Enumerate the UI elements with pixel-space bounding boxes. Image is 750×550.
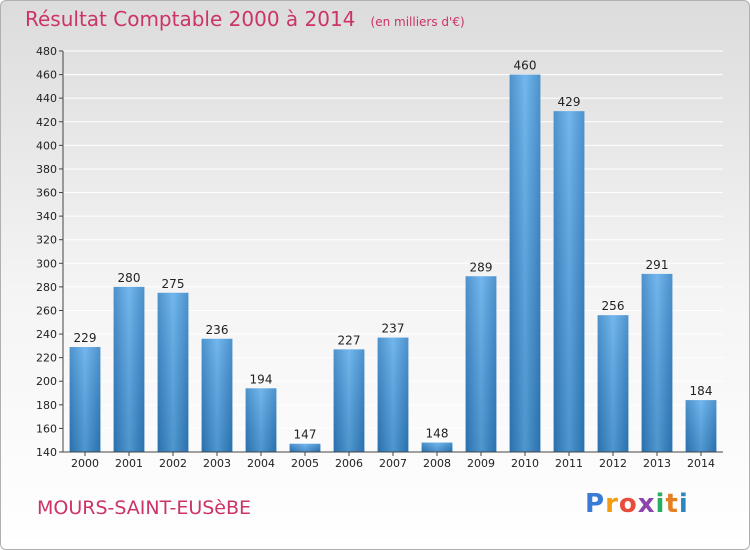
x-tick-label: 2013 [643,457,671,470]
logo-letter: i [655,489,666,519]
bar-value-label: 229 [74,331,97,345]
bar-value-label: 429 [558,95,581,109]
chart-title-text: Résultat Comptable 2000 à 2014 [25,7,356,31]
logo-letter: o [618,489,638,519]
logo-letter: r [605,489,619,519]
chart-title: Résultat Comptable 2000 à 2014 (en milli… [25,7,465,31]
x-tick-label: 2000 [71,457,99,470]
y-tick-label: 140 [36,446,57,459]
logo-letter: i [678,489,689,519]
bar-shade [157,292,189,452]
bar-value-label: 227 [338,333,361,347]
y-tick-label: 360 [36,187,57,200]
y-tick-label: 260 [36,304,57,317]
bar-shade [377,337,409,452]
y-tick-label: 240 [36,328,57,341]
x-tick-label: 2002 [159,457,187,470]
bar-value-label: 291 [646,258,669,272]
x-tick-label: 2007 [379,457,407,470]
x-tick-label: 2008 [423,457,451,470]
x-tick-label: 2014 [687,457,715,470]
proxiti-logo: Proxiti [585,489,689,519]
bar-value-label: 280 [118,271,141,285]
bar-value-label: 236 [206,323,229,337]
bar-value-label: 147 [294,428,317,442]
x-tick-label: 2011 [555,457,583,470]
y-tick-label: 280 [36,281,57,294]
x-tick-label: 2003 [203,457,231,470]
y-tick-label: 420 [36,116,57,129]
y-tick-label: 460 [36,69,57,82]
bar-shade [201,338,233,452]
x-tick-label: 2006 [335,457,363,470]
bar-value-label: 256 [602,299,625,313]
bar-value-label: 460 [514,59,537,73]
bar-value-label: 184 [690,384,713,398]
logo-letter: P [585,489,606,519]
y-tick-label: 320 [36,234,57,247]
bar-value-label: 289 [470,260,493,274]
y-tick-label: 400 [36,139,57,152]
y-tick-label: 160 [36,422,57,435]
bar-shade [289,443,321,452]
y-tick-label: 480 [36,45,57,58]
bar-shade [509,74,541,453]
y-tick-label: 300 [36,257,57,270]
bar-shade [69,347,101,452]
bar-shade [333,349,365,452]
bar-value-label: 275 [162,277,185,291]
bar-shade [245,388,277,452]
bar-shade [597,315,629,452]
bar-shade [685,400,717,452]
x-tick-label: 2010 [511,457,539,470]
x-tick-label: 2001 [115,457,143,470]
bar-shade [421,442,453,452]
bar-shade [553,111,585,453]
y-tick-label: 380 [36,163,57,176]
bar-shade [465,276,497,452]
logo-letter: x [637,489,656,519]
chart-unit: (en milliers d'€) [370,15,465,29]
x-tick-label: 2005 [291,457,319,470]
bar-shade [113,286,145,452]
bar-shade [641,273,673,452]
y-tick-label: 180 [36,399,57,412]
logo-letter: t [665,489,679,519]
bar-value-label: 148 [426,427,449,441]
x-tick-label: 2004 [247,457,275,470]
y-tick-label: 440 [36,92,57,105]
y-tick-label: 220 [36,352,57,365]
y-tick-label: 340 [36,210,57,223]
x-tick-label: 2012 [599,457,627,470]
bar-value-label: 237 [382,322,405,336]
bar-value-label: 194 [250,372,273,386]
commune-name: MOURS-SAINT-EUSèBE [37,497,252,519]
x-tick-label: 2009 [467,457,495,470]
y-tick-label: 200 [36,375,57,388]
